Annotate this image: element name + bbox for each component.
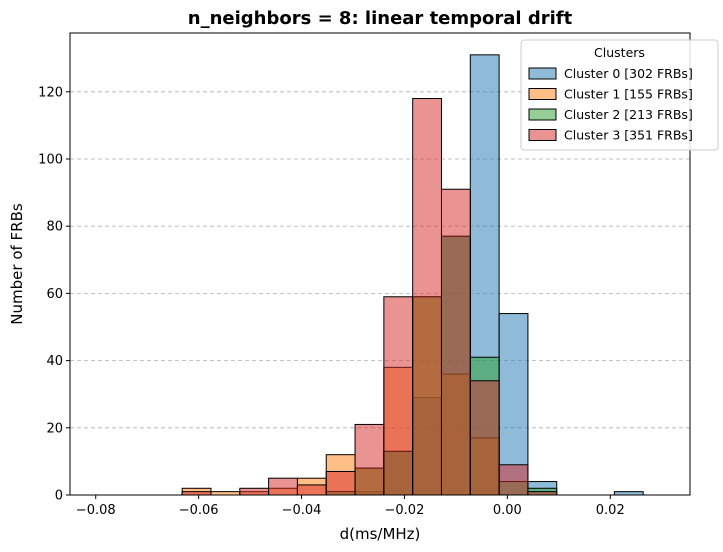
x-tick-label: −0.08 bbox=[76, 503, 116, 518]
histogram-bar bbox=[383, 296, 414, 496]
histogram-bar bbox=[296, 484, 327, 496]
legend-label: Cluster 2 [213 FRBs] bbox=[564, 107, 693, 122]
histogram-bar bbox=[181, 491, 212, 496]
legend-label: Cluster 1 [155 FRBs] bbox=[564, 87, 693, 102]
histogram-bar bbox=[239, 487, 270, 496]
y-tick-label: 80 bbox=[46, 220, 63, 235]
histogram-bar bbox=[469, 380, 500, 496]
y-tick-label: 100 bbox=[38, 153, 63, 168]
chart-title: n_neighbors = 8: linear temporal drift bbox=[188, 8, 573, 29]
y-axis-label: Number of FRBs bbox=[8, 203, 26, 325]
histogram-bar bbox=[325, 470, 356, 496]
legend-box bbox=[520, 39, 719, 151]
axis-ticks: −0.08 −0.06 −0.04 −0.02 0.00 0.02 0 20 40 60 80 100… bbox=[38, 85, 625, 518]
y-tick-label: 40 bbox=[46, 354, 63, 369]
histogram-bar bbox=[440, 188, 471, 496]
histogram-bar bbox=[412, 98, 442, 496]
legend-swatch bbox=[528, 108, 557, 121]
y-tick-label: 60 bbox=[46, 287, 63, 302]
legend-items: Cluster 0 [302 FRBs] Cluster 1 [155 FRBs]… bbox=[528, 66, 693, 143]
legend: Clusters Cluster 0 [302 FRBs] Cluster 1 [… bbox=[520, 39, 719, 151]
legend-label: Cluster 3 [351 FRBs] bbox=[564, 128, 693, 143]
histogram-bar bbox=[210, 491, 241, 496]
legend-swatch bbox=[528, 67, 557, 80]
x-tick-label: 0.00 bbox=[493, 503, 522, 518]
legend-label: Cluster 0 [302 FRBs] bbox=[564, 66, 693, 81]
y-tick-label: 20 bbox=[46, 421, 63, 436]
histogram-bar bbox=[527, 491, 558, 496]
x-axis-label: d(ms/MHz) bbox=[340, 525, 421, 543]
histogram-bars bbox=[181, 54, 644, 496]
x-tick-label: −0.06 bbox=[179, 503, 219, 518]
histogram-bar bbox=[613, 491, 644, 496]
plot-frame bbox=[69, 32, 691, 496]
legend-title: Clusters bbox=[594, 45, 645, 60]
x-tick-label: −0.04 bbox=[282, 503, 322, 518]
histogram-bar bbox=[498, 464, 529, 496]
x-tick-label: −0.02 bbox=[385, 503, 425, 518]
y-tick-label: 0 bbox=[55, 489, 63, 504]
legend-swatch bbox=[528, 88, 557, 100]
x-tick-label: 0.02 bbox=[596, 503, 625, 518]
y-tick-label: 120 bbox=[38, 85, 63, 100]
histogram-bar bbox=[354, 423, 385, 496]
histogram-bar bbox=[268, 477, 298, 496]
legend-swatch bbox=[528, 129, 557, 141]
